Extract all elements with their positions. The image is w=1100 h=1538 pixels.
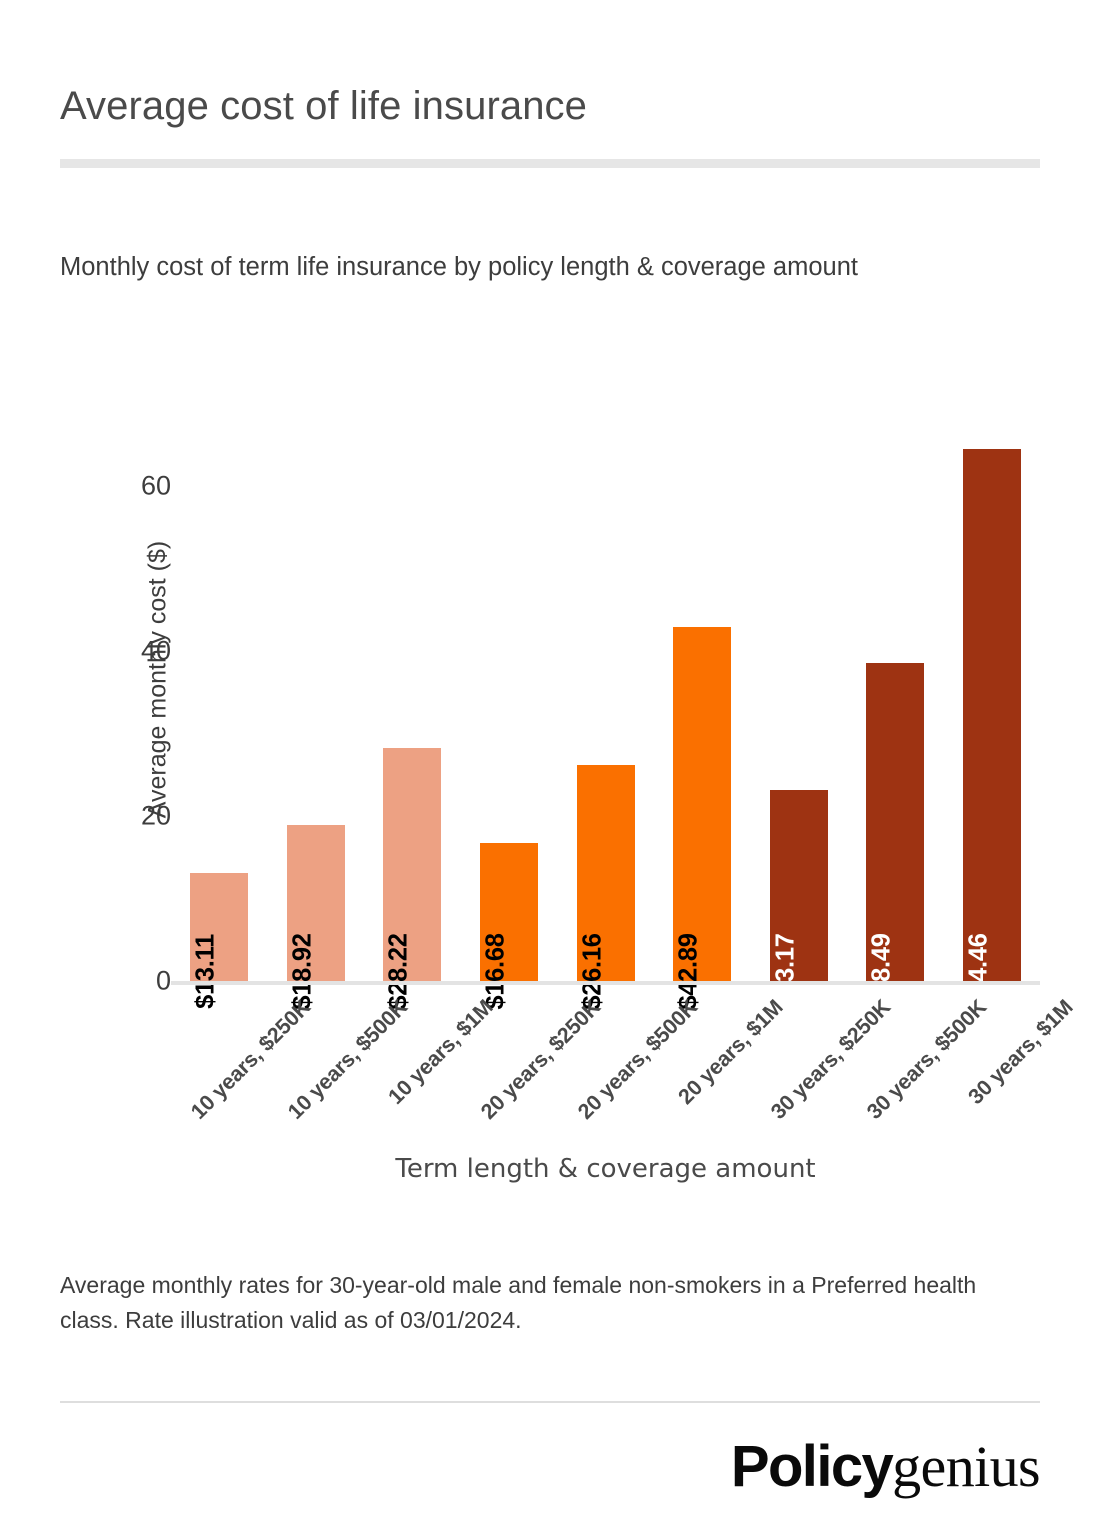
x-label-slot: 10 years, $250K [171, 989, 315, 1139]
y-tick-label: 0 [155, 965, 171, 996]
chart-footnote: Average monthly rates for 30-year-old ma… [60, 1272, 977, 1333]
bar[interactable]: $16.68 [479, 843, 538, 1009]
x-axis-line [171, 981, 1040, 985]
x-tick-label: 30 years, $1M [963, 995, 1078, 1110]
x-label-slot: 10 years, $1M [364, 989, 498, 1139]
bar[interactable]: $13.11 [190, 872, 249, 1008]
logo-bold-text: Policy [730, 1434, 894, 1499]
logo-serif-text: genius [892, 1434, 1040, 1499]
bar[interactable]: $18.92 [286, 824, 345, 1009]
bar[interactable]: $26.16 [576, 765, 635, 1009]
bar-series: $13.11 $18.92 $28.22 $16.68 $26.16 $42.89 $23.… [171, 420, 1041, 1009]
footer-divider [60, 1401, 1040, 1403]
x-axis-labels: 10 years, $250K 10 years, $500K 10 years, … [171, 989, 1077, 1139]
page-title: Average cost of life insurance [60, 84, 588, 128]
x-label-slot: 30 years, $1M [944, 989, 1077, 1139]
bar-chart: Average monthly cost ($) 0 20 40 60 $13.11 $… [60, 420, 1077, 1184]
bar-slot: $64.46 [944, 420, 1041, 1009]
bar[interactable]: $28.22 [383, 748, 442, 1009]
y-axis-ticks: 0 20 40 60 [60, 420, 171, 1180]
plot-area: $13.11 $18.92 $28.22 $16.68 $26.16 $42.89 $23.… [171, 420, 1041, 1009]
policygenius-logo: Policygenius [731, 1438, 1041, 1496]
x-label-slot: 20 years, $500K [557, 989, 702, 1139]
bar[interactable]: $23.17 [769, 789, 828, 1009]
x-label-slot: 10 years, $500K [268, 989, 412, 1139]
title-divider [60, 159, 1040, 168]
x-label-slot: 20 years, $250K [461, 989, 605, 1139]
bar[interactable]: $38.49 [866, 663, 925, 1009]
x-label-slot: 30 years, $500K [847, 989, 991, 1139]
bar-slot: $42.89 [654, 420, 751, 1009]
x-label-slot: 30 years, $250K [750, 989, 895, 1139]
bar-slot: $23.17 [750, 420, 847, 1009]
bar-slot: $38.49 [847, 420, 944, 1009]
y-tick-label: 60 [140, 470, 171, 501]
x-axis-title: Term length & coverage amount [395, 1154, 816, 1184]
bar-slot: $13.11 [171, 420, 268, 1008]
x-label-slot: 20 years, $1M [654, 989, 788, 1139]
chart-subtitle: Monthly cost of term life insurance by p… [60, 253, 858, 281]
y-tick-label: 20 [140, 800, 171, 831]
bar-slot: $28.22 [364, 420, 461, 1009]
bar[interactable]: $64.46 [962, 449, 1021, 1009]
bar-slot: $26.16 [557, 420, 654, 1009]
bar[interactable]: $42.89 [673, 627, 732, 1009]
bar-slot: $16.68 [461, 420, 558, 1009]
bar-slot: $18.92 [268, 420, 365, 1009]
y-tick-label: 40 [140, 635, 171, 666]
